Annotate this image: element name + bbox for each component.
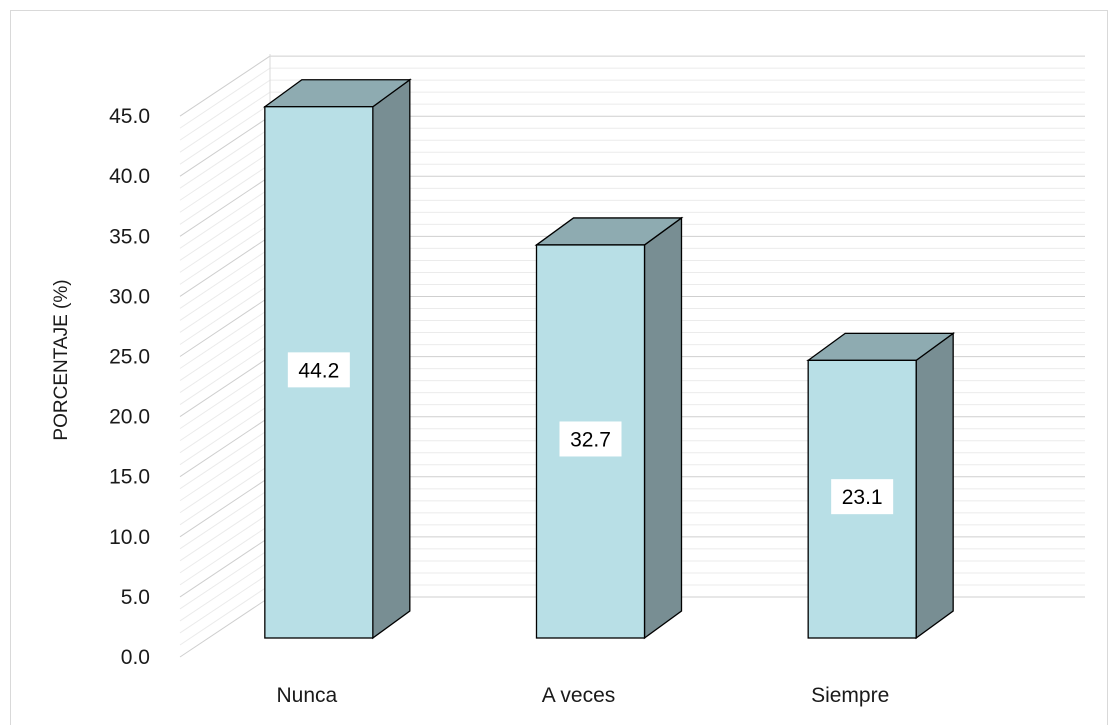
y-tick-label: 15.0	[109, 466, 150, 489]
side-gridline	[179, 187, 271, 249]
side-gridline	[179, 548, 271, 610]
data-label-box	[559, 421, 622, 457]
side-gridline	[179, 151, 271, 213]
side-gridline	[179, 536, 271, 598]
side-gridline	[179, 512, 271, 574]
y-tick-label: 40.0	[109, 165, 150, 188]
side-gridline	[179, 392, 271, 454]
side-gridline	[179, 272, 271, 333]
y-tick-label: 0.0	[121, 646, 150, 669]
x-axis-categories: Nunca A veces Siempre	[276, 684, 889, 707]
side-gridline	[179, 428, 271, 490]
y-tick-label: 35.0	[109, 225, 150, 248]
y-tick-label: 30.0	[109, 285, 150, 308]
bar-nunca: 44.2	[262, 78, 412, 640]
bar-a-veces: 32.7	[534, 216, 684, 640]
side-gridline	[179, 464, 271, 526]
side-gridline	[179, 560, 271, 622]
side-gridline	[179, 404, 271, 466]
y-tick-label: 45.0	[109, 105, 150, 128]
side-gridline	[179, 308, 271, 369]
bars: 44.2 32.7 23.1	[262, 78, 956, 640]
x-category-label: Nunca	[276, 684, 337, 707]
side-gridline	[179, 211, 271, 273]
data-label: 32.7	[570, 428, 611, 451]
side-gridline	[179, 163, 271, 225]
side-gridline	[179, 572, 271, 634]
bar-siempre: 23.1	[806, 332, 956, 640]
data-label: 44.2	[298, 359, 339, 382]
y-tick-label: 10.0	[109, 526, 150, 549]
data-label-box	[831, 479, 894, 515]
bar-side-face	[643, 216, 683, 640]
side-gridline	[179, 596, 271, 658]
side-gridline	[179, 115, 271, 177]
y-axis-ticks: 0.0 5.0 10.0 15.0 20.0 25.0 30.0 35.0 40.0 45.0	[109, 105, 150, 669]
side-gridline	[179, 103, 271, 165]
side-gridline	[179, 344, 271, 405]
side-gridline	[179, 91, 271, 153]
side-gridline	[179, 380, 271, 442]
data-label-box	[287, 352, 350, 388]
bar-side-face	[915, 332, 954, 640]
x-category-label: A veces	[542, 684, 616, 707]
side-gridline	[179, 223, 271, 285]
side-gridline	[179, 440, 271, 502]
side-gridline	[179, 175, 271, 237]
data-label: 23.1	[842, 486, 883, 509]
side-gridline	[179, 524, 271, 586]
side-gridline	[179, 452, 271, 514]
side-gridline	[179, 79, 271, 141]
y-tick-label: 25.0	[109, 346, 150, 369]
side-gridline	[179, 139, 271, 201]
side-gridline	[179, 67, 271, 129]
side-gridline	[179, 235, 271, 297]
side-gridline	[179, 416, 271, 478]
bar-side-face	[372, 78, 411, 640]
side-gridline	[179, 488, 271, 550]
side-gridline	[179, 55, 271, 117]
side-gridline	[179, 476, 271, 538]
x-category-label: Siempre	[811, 684, 889, 707]
y-tick-label: 20.0	[109, 406, 150, 429]
side-gridline	[179, 356, 271, 418]
side-gridline	[179, 248, 271, 309]
side-gridline	[179, 332, 271, 393]
side-gridline	[179, 127, 271, 189]
side-gridline	[179, 584, 271, 646]
y-tick-label: 5.0	[121, 586, 150, 609]
side-gridline	[179, 260, 271, 321]
y-axis-title: PORCENTAJE (%)	[51, 279, 72, 440]
side-gridline	[179, 199, 271, 261]
side-gridline	[179, 284, 271, 345]
side-gridline	[179, 368, 271, 430]
side-gridline	[179, 296, 271, 357]
side-gridline	[179, 500, 271, 562]
side-gridline	[179, 320, 271, 381]
